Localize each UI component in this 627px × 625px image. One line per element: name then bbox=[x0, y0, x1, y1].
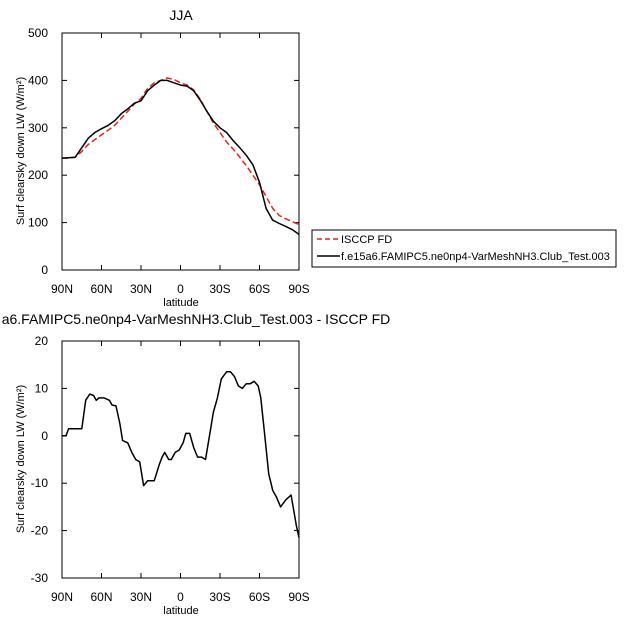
bottom-chart-x-tick-label: 30N bbox=[130, 590, 152, 604]
bottom-chart-series bbox=[62, 371, 300, 538]
top-chart-y-tick-label: 400 bbox=[28, 73, 48, 87]
bottom-chart-title: a6.FAMIPC5.ne0np4-VarMeshNH3.Club_Test.0… bbox=[2, 311, 391, 327]
top-chart-y-tick-label: 500 bbox=[28, 26, 48, 40]
top-chart-x-tick-label: 60N bbox=[90, 282, 112, 296]
top-chart-title: JJA bbox=[169, 7, 193, 23]
bottom-chart-panel: a6.FAMIPC5.ne0np4-VarMeshNH3.Club_Test.0… bbox=[2, 311, 391, 617]
top-chart-y-tick-label: 200 bbox=[28, 168, 48, 182]
bottom-chart-x-tick-label: 0 bbox=[177, 590, 184, 604]
bottom-chart-ticks: 90N 60N 30N 0 30S 60S 90S -30 -20 -10 0 10 20 bbox=[31, 334, 310, 604]
top-chart-x-axis-label: latitude bbox=[163, 297, 198, 309]
top-chart-x-tick-label: 0 bbox=[177, 282, 184, 296]
bottom-chart-y-tick-label: 20 bbox=[35, 334, 49, 348]
bottom-chart-y-tick-label: -30 bbox=[31, 571, 49, 585]
bottom-chart-x-tick-label: 60N bbox=[90, 590, 112, 604]
bottom-chart-y-tick-label: 10 bbox=[35, 381, 49, 395]
bottom-chart-x-axis-label: latitude bbox=[163, 605, 198, 617]
legend: ISCCP FD f.e15a6.FAMIPC5.ne0np4-VarMeshN… bbox=[311, 229, 617, 268]
top-chart-series bbox=[61, 77, 300, 236]
top-chart-series-line-isccp bbox=[62, 77, 300, 226]
top-chart-plot-frame bbox=[61, 32, 300, 271]
bottom-chart-y-tick-label: 0 bbox=[41, 429, 48, 443]
legend-box bbox=[311, 229, 617, 268]
top-chart-x-tick-label: 30S bbox=[209, 282, 230, 296]
bottom-chart-x-tick-label: 90N bbox=[51, 590, 73, 604]
top-chart-x-tick-label: 90S bbox=[288, 282, 309, 296]
bottom-chart-x-tick-label: 30S bbox=[209, 590, 230, 604]
top-chart-y-axis-label: Surf clearsky down LW (W/m²) bbox=[15, 77, 27, 225]
legend-label-model: f.e15a6.FAMIPC5.ne0np4-VarMeshNH3.Club_T… bbox=[341, 251, 610, 263]
bottom-chart-plot-frame bbox=[61, 340, 300, 579]
top-chart-x-tick-label: 90N bbox=[51, 282, 73, 296]
bottom-chart-y-axis-label: Surf clearsky down LW (W/m²) bbox=[15, 385, 27, 533]
legend-label-isccp: ISCCP FD bbox=[341, 234, 392, 246]
bottom-chart-y-tick-label: -10 bbox=[31, 476, 49, 490]
top-chart-y-tick-label: 100 bbox=[28, 216, 48, 230]
bottom-chart-x-tick-label: 90S bbox=[288, 590, 309, 604]
top-chart-y-tick-label: 0 bbox=[41, 263, 48, 277]
bottom-chart-series-line-difference bbox=[62, 371, 300, 538]
top-chart-x-tick-label: 30N bbox=[130, 282, 152, 296]
bottom-chart-x-tick-label: 60S bbox=[249, 590, 270, 604]
top-chart-ticks: 90N 60N 30N 0 30S 60S 90S 0 100 200 300 400 500 bbox=[28, 26, 310, 296]
top-chart-panel: JJA 90N 60N 30N 0 30S 60S 90S0100200300400500 … bbox=[15, 7, 617, 309]
bottom-chart-y-tick-label: -20 bbox=[31, 524, 49, 538]
top-chart-y-tick-label: 300 bbox=[28, 121, 48, 135]
top-chart-series-line-model bbox=[61, 79, 300, 236]
top-chart-x-tick-label: 60S bbox=[249, 282, 270, 296]
